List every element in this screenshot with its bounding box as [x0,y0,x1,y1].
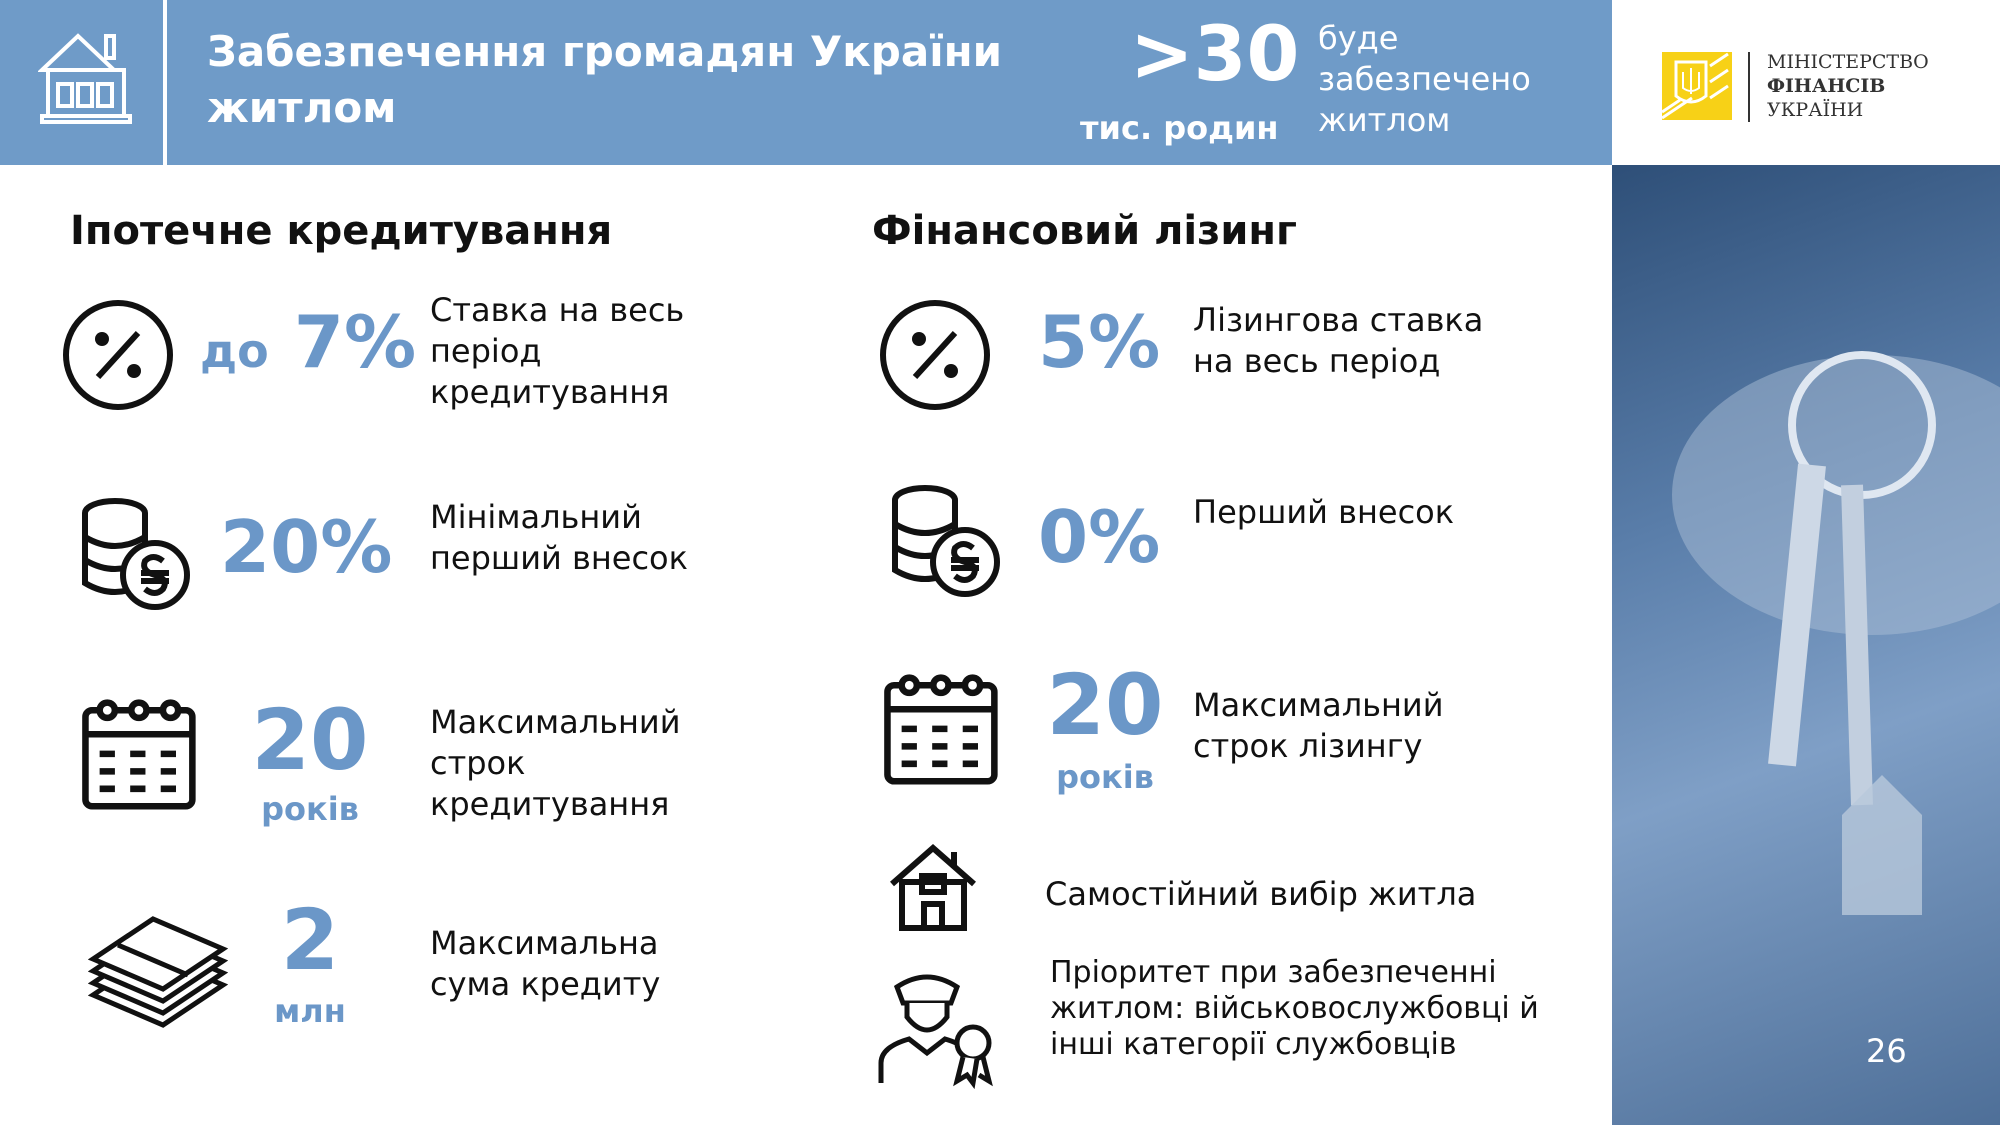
leasing-downpayment: 0% [1038,495,1161,579]
mortgage-rate-desc: Ставка на весь період кредитування [430,291,685,411]
officer-icon [878,974,993,1090]
highlight-value: >30 [1130,9,1300,98]
calendar-icon [884,674,998,785]
coins-hryvnia-icon [892,485,1000,597]
leasing-title: Фінансовий лізинг [872,208,1297,254]
house-icon [38,33,132,124]
house-icon [890,844,976,931]
leasing-term-unit: років [1056,758,1154,796]
page-number: 26 [1866,1032,1907,1070]
mortgage-downpayment: 20% [220,505,393,589]
mortgage-rate: до 7% [200,300,416,384]
leasing-rate: 5% [1038,300,1161,384]
ministry-logo: МІНІСТЕРСТВО ФІНАНСІВ УКРАЇНИ [1612,0,2000,165]
mortgage-max-amount-desc: Максимальна сума кредиту [430,924,661,1003]
money-stack-icon [88,916,228,1028]
rate-prefix: до [200,324,269,378]
mortgage-max-amount-unit: млн [274,992,346,1030]
leasing-priority: Пріоритет при забезпеченні житлом: війсь… [1050,955,1539,1062]
logo-line3: УКРАЇНИ [1767,99,1864,121]
logo-line2: ФІНАНСІВ [1767,75,1886,97]
mortgage-downpayment-desc: Мінімальний перший внесок [430,498,688,577]
percent-icon [880,300,990,410]
logo-line1: МІНІСТЕРСТВО [1767,51,1929,73]
keys-photo [1612,165,2000,1125]
highlight-unit: тис. родин [1080,109,1279,147]
highlight-desc: буде забезпечено житлом [1318,19,1531,139]
mortgage-title: Іпотечне кредитування [70,208,613,254]
leasing-term: 20 [1046,656,1164,754]
percent-icon [63,300,173,410]
header-divider [163,0,167,165]
mortgage-term: 20 [251,691,369,789]
leasing-housing-choice: Самостійний вибір житла [1045,875,1477,913]
page-title: Забезпечення громадян України житлом [207,27,1003,132]
header-banner [0,0,1612,165]
logo-divider [1748,52,1750,122]
leasing-downpayment-desc: Перший внесок [1193,493,1455,531]
mortgage-term-desc: Максимальний строк кредитування [430,703,681,823]
leasing-rate-desc: Лізингова ставка на весь період [1193,301,1484,380]
coins-hryvnia-icon [82,498,190,610]
trident-emblem-icon [1661,52,1732,120]
rate-value: 7% [293,300,417,384]
mortgage-term-unit: років [261,790,359,828]
mortgage-max-amount: 2 [280,891,340,989]
leasing-term-desc: Максимальний строк лізингу [1193,686,1444,765]
calendar-icon [82,699,196,810]
